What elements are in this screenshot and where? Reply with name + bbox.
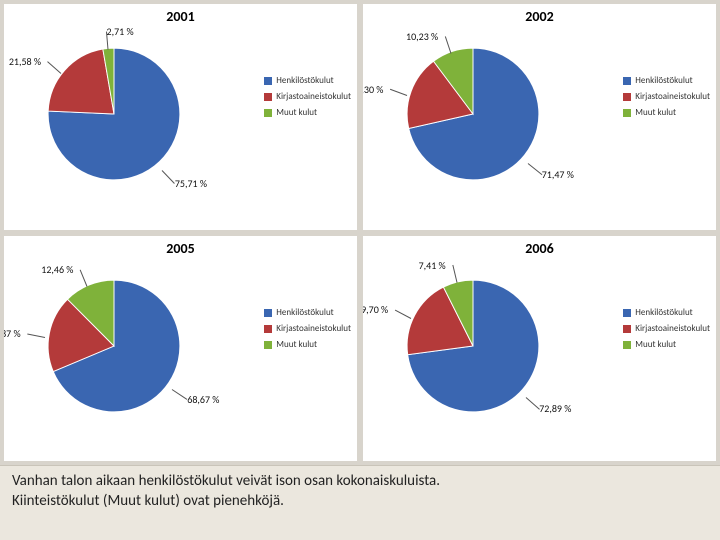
legend-swatch-icon [264, 77, 272, 85]
legend-label: Kirjastoaineistokulut [276, 322, 351, 336]
legend-item-c: Muut kulut [623, 338, 710, 352]
legend-item-b: Kirjastoaineistokulut [623, 322, 710, 336]
slice-label-b: 18,87 % [4, 327, 21, 340]
legend-swatch-icon [623, 309, 631, 317]
legend-item-b: Kirjastoaineistokulut [264, 90, 351, 104]
legend: Henkilöstökulut Kirjastoaineistokulut Muut… [264, 306, 351, 354]
slice-label-a: 71,47 % [542, 168, 574, 181]
slice-label-b: 18,30 % [363, 83, 383, 96]
legend-swatch-icon [623, 93, 631, 101]
legend-label: Henkilöstökulut [635, 306, 692, 320]
legend-item-a: Henkilöstökulut [264, 74, 351, 88]
page: 2001 75,71 % 21,58 % 2,71 % Henkilöstökulut K… [0, 0, 720, 540]
pie-chart [34, 34, 194, 194]
legend-label: Henkilöstökulut [635, 74, 692, 88]
caption-line-1: Vanhan talon aikaan henkilöstökulut veiv… [12, 472, 708, 492]
legend-item-a: Henkilöstökulut [623, 306, 710, 320]
legend: Henkilöstökulut Kirjastoaineistokulut Muut… [623, 306, 710, 354]
legend-label: Muut kulut [276, 338, 317, 352]
legend-label: Henkilöstökulut [276, 306, 333, 320]
legend-swatch-icon [264, 325, 272, 333]
legend-swatch-icon [623, 77, 631, 85]
slice-label-a: 68,67 % [187, 393, 219, 406]
slice-label-c: 12,46 % [41, 263, 73, 276]
slice-label-c: 7,41 % [419, 259, 446, 272]
chart-panel-2002: 2002 71,47 % 18,30 % 10,23 % Henkilöstökulut… [363, 4, 716, 230]
chart-title: 2002 [525, 8, 553, 25]
pie-chart [34, 266, 194, 426]
legend-swatch-icon [623, 341, 631, 349]
caption-area: Vanhan talon aikaan henkilöstökulut veiv… [0, 465, 720, 540]
slice-label-c: 10,23 % [406, 30, 438, 43]
slice-label-c: 2,71 % [107, 25, 134, 38]
legend-swatch-icon [264, 109, 272, 117]
legend-swatch-icon [623, 325, 631, 333]
caption-line-2: Kiinteistökulut (Muut kulut) ovat pieneh… [12, 492, 708, 512]
legend-item-b: Kirjastoaineistokulut [264, 322, 351, 336]
legend-item-c: Muut kulut [264, 106, 351, 120]
slice-label-b: 21,58 % [9, 55, 41, 68]
legend-swatch-icon [623, 109, 631, 117]
legend-item-c: Muut kulut [623, 106, 710, 120]
slice-label-b: 19,70 % [363, 303, 388, 316]
legend-label: Muut kulut [635, 106, 676, 120]
legend-label: Muut kulut [276, 106, 317, 120]
chart-panel-2001: 2001 75,71 % 21,58 % 2,71 % Henkilöstökulut K… [4, 4, 357, 230]
legend-item-a: Henkilöstökulut [623, 74, 710, 88]
legend-label: Muut kulut [635, 338, 676, 352]
chart-grid: 2001 75,71 % 21,58 % 2,71 % Henkilöstökulut K… [0, 0, 720, 465]
chart-panel-2005: 2005 68,67 % 18,87 % 12,46 % Henkilöstökulut… [4, 236, 357, 462]
slice-label-a: 72,89 % [539, 402, 571, 415]
legend-swatch-icon [264, 93, 272, 101]
legend-label: Kirjastoaineistokulut [276, 90, 351, 104]
legend-item-c: Muut kulut [264, 338, 351, 352]
legend-label: Henkilöstökulut [276, 74, 333, 88]
legend: Henkilöstökulut Kirjastoaineistokulut Muut… [264, 74, 351, 122]
slice-label-a: 75,71 % [175, 177, 207, 190]
chart-panel-2006: 2006 72,89 % 19,70 % 7,41 % Henkilöstökulut K… [363, 236, 716, 462]
legend-swatch-icon [264, 341, 272, 349]
legend: Henkilöstökulut Kirjastoaineistokulut Muut… [623, 74, 710, 122]
pie-chart [393, 34, 553, 194]
legend-label: Kirjastoaineistokulut [635, 322, 710, 336]
chart-title: 2005 [166, 240, 194, 257]
chart-title: 2001 [166, 8, 194, 25]
legend-label: Kirjastoaineistokulut [635, 90, 710, 104]
legend-swatch-icon [264, 309, 272, 317]
legend-item-a: Henkilöstökulut [264, 306, 351, 320]
chart-title: 2006 [525, 240, 553, 257]
legend-item-b: Kirjastoaineistokulut [623, 90, 710, 104]
